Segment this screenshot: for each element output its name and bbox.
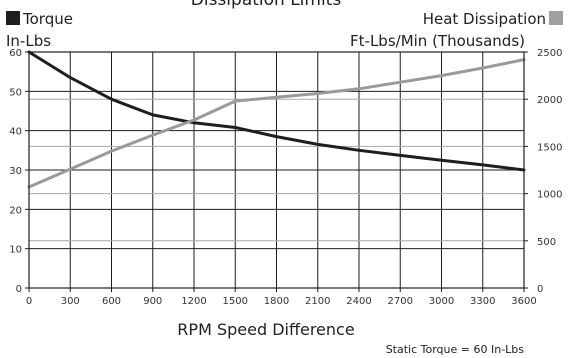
right-tick-label: 0 xyxy=(537,284,543,295)
right-axis-label-line2: Ft-Lbs/Min (Thousands) xyxy=(350,32,525,50)
right-axis-label-line1: Heat Dissipation xyxy=(423,10,546,28)
series-layer xyxy=(27,50,526,189)
x-tick-label: 1800 xyxy=(264,296,289,307)
static-torque-note: Static Torque = 60 In-Lbs xyxy=(386,343,525,356)
right-tick-label: 2000 xyxy=(537,95,562,106)
left-tick-label: 20 xyxy=(9,205,22,216)
left-tick-label: 30 xyxy=(9,166,22,177)
x-tick-label: 3300 xyxy=(470,296,495,307)
x-tick-label: 600 xyxy=(102,296,121,307)
grid xyxy=(28,51,525,289)
left-axis-label-line2: In-Lbs xyxy=(6,32,51,50)
x-tick-label: 2100 xyxy=(305,296,330,307)
plot-frame xyxy=(25,51,528,292)
right-tick-label: 500 xyxy=(537,237,556,248)
x-tick-label: 0 xyxy=(26,296,32,307)
left-tick-label: 50 xyxy=(9,87,22,98)
left-tick-label: 10 xyxy=(9,245,22,256)
right-tick-label: 1000 xyxy=(537,190,562,201)
x-tick-labels: 0 300 600 900 1200 1500 1800 2100 2400 2700 3000 33… xyxy=(26,296,537,307)
left-tick-labels: 0 10 20 30 40 50 60 xyxy=(9,48,22,295)
left-axis-label-line1: Torque xyxy=(22,10,73,28)
x-tick-label: 1500 xyxy=(223,296,248,307)
x-tick-label: 3000 xyxy=(429,296,454,307)
heat-legend-swatch xyxy=(549,11,563,25)
x-tick-label: 2400 xyxy=(346,296,371,307)
heat-dissipation-line xyxy=(27,58,526,189)
x-tick-label: 300 xyxy=(61,296,80,307)
x-tick-label: 3600 xyxy=(511,296,536,307)
right-tick-labels: 0 500 1000 1500 2000 2500 xyxy=(537,48,562,295)
torque-legend-swatch xyxy=(6,11,20,25)
torque-line xyxy=(27,50,526,172)
left-tick-label: 40 xyxy=(9,127,22,138)
x-tick-label: 2700 xyxy=(388,296,413,307)
right-tick-label: 2500 xyxy=(537,48,562,59)
right-tick-label: 1500 xyxy=(537,142,562,153)
x-axis-label: RPM Speed Difference xyxy=(177,320,354,339)
x-tick-label: 1200 xyxy=(181,296,206,307)
x-tick-label: 900 xyxy=(143,296,162,307)
left-tick-label: 60 xyxy=(9,48,22,59)
left-tick-label: 0 xyxy=(16,284,22,295)
chart-title: Dissipation Limits xyxy=(191,0,342,10)
